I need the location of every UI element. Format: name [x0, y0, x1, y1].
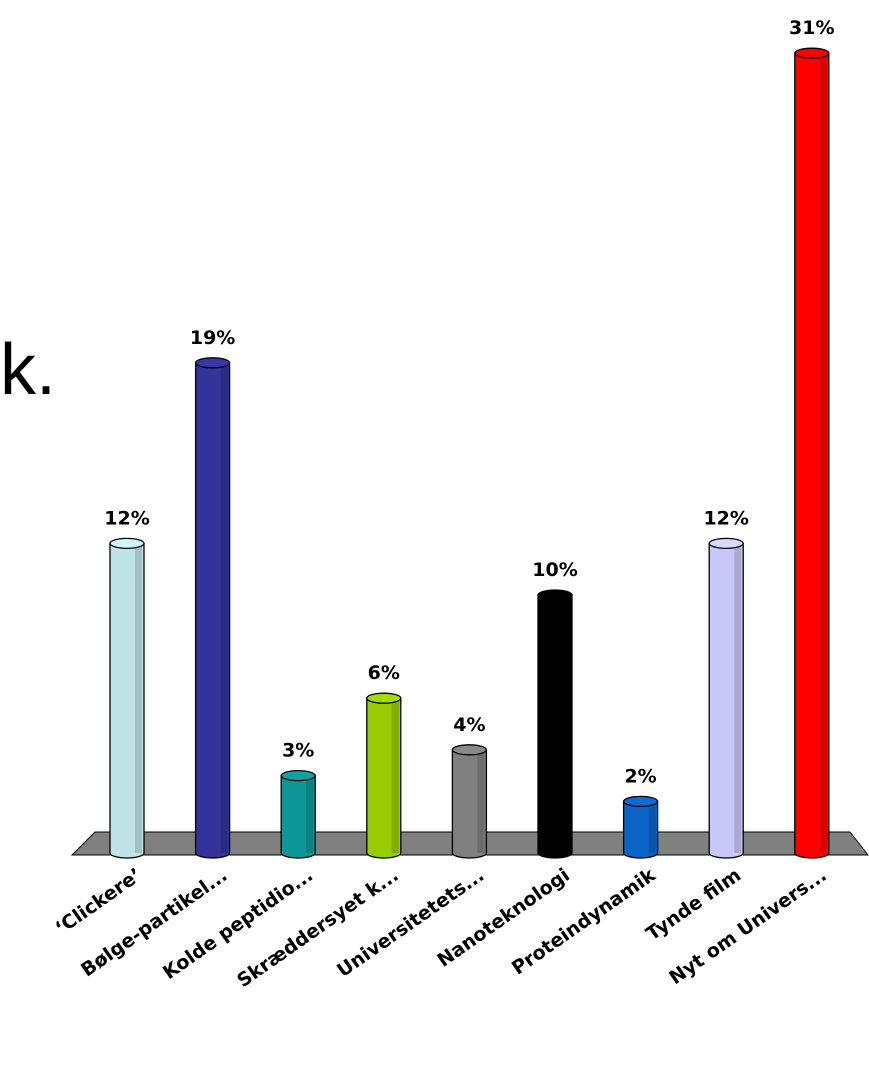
- bars-group: [109, 47, 830, 859]
- category-label: Bølge-partikel...: [77, 864, 231, 981]
- value-label: 10%: [532, 559, 577, 581]
- value-label: 31%: [789, 17, 834, 39]
- category-label: Nyt om Univers...: [665, 864, 830, 989]
- value-label: 2%: [624, 765, 656, 787]
- bar-skræddersyet-k: [366, 692, 402, 859]
- bar-nanoteknologi: [537, 589, 573, 859]
- value-label: 12%: [104, 507, 149, 529]
- category-label: Proteindynamik: [508, 864, 660, 980]
- value-label: 12%: [703, 507, 748, 529]
- value-label: 6%: [368, 662, 400, 684]
- category-label: Universitetets...: [333, 864, 488, 982]
- bar-tynde-film: [708, 537, 744, 859]
- category-label: Skræddersyet k...: [233, 864, 403, 992]
- category-labels-group: ‘Clickere’Bølge-partikel...Kolde peptidi…: [51, 864, 830, 992]
- value-labels-group: 12% 19% 3% 6% 4% 10% 2% 12% 31%: [104, 17, 834, 787]
- bar-bølge-partikel: [194, 357, 231, 859]
- slide-title-fragment: k.: [0, 330, 57, 410]
- category-label: Kolde peptidio...: [159, 864, 317, 984]
- bar-nyt-om-univers: [794, 47, 830, 859]
- value-label: 4%: [453, 714, 485, 736]
- bar-universitetets: [451, 744, 488, 859]
- value-label: 19%: [190, 327, 235, 349]
- value-label: 3%: [282, 740, 314, 762]
- bar-kolde-peptidio: [280, 769, 316, 859]
- bar-clickere: [109, 537, 145, 859]
- bar-proteindynamik: [622, 795, 659, 859]
